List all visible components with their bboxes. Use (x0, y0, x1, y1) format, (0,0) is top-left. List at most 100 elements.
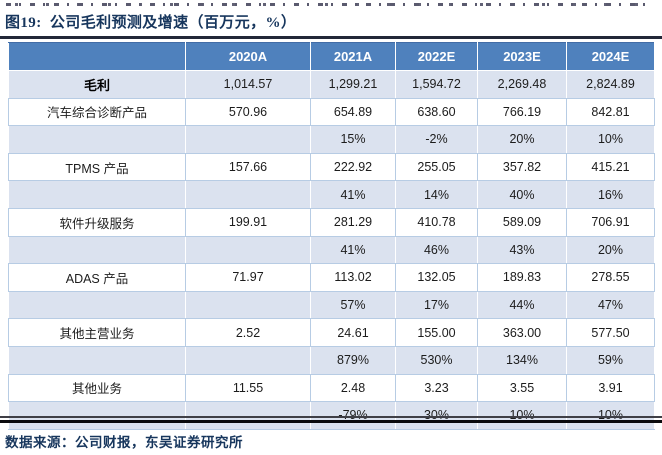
cell-value: 41% (310, 180, 396, 209)
cell-value: 14% (395, 180, 478, 209)
column-header-2020a: 2020A (185, 42, 311, 71)
cell-value: 11.55 (185, 373, 311, 403)
table-row: 41% 14% 40% 16% (8, 180, 655, 209)
figure-title: 图19: 公司毛利预测及增速（百万元，%） (5, 15, 297, 31)
cell-value: -2% (395, 125, 478, 154)
column-header-2022e: 2022E (395, 42, 478, 71)
table-row: 其他主营业务 2.52 24.61 155.00 363.00 577.50 (8, 318, 655, 347)
row-label: ADAS 产品 (8, 263, 186, 292)
table-top-rule (0, 36, 662, 39)
table-row: 汽车综合诊断产品 570.96 654.89 638.60 766.19 842.81 (8, 97, 655, 127)
cell-value: 638.60 (395, 97, 478, 127)
cell-value: 3.91 (566, 373, 655, 403)
table-bottom-rule-thick (0, 420, 662, 423)
table-body: 毛利 1,014.57 1,299.21 1,594.72 2,269.48 2,824.… (8, 70, 655, 430)
table-row: 软件升级服务 199.91 281.29 410.78 589.09 706.91 (8, 207, 655, 237)
row-label: 毛利 (8, 70, 186, 99)
cell-value (185, 290, 311, 320)
cell-value (185, 401, 311, 430)
cell-value: 17% (395, 290, 478, 320)
row-label: 汽车综合诊断产品 (8, 97, 186, 127)
row-label: 软件升级服务 (8, 207, 186, 237)
cell-value: 363.00 (477, 318, 567, 347)
row-label: 其他业务 (8, 373, 186, 403)
cell-value: 24.61 (310, 318, 396, 347)
cell-value: 134% (477, 345, 567, 375)
cell-value: 577.50 (566, 318, 655, 347)
cell-value: 357.82 (477, 152, 567, 182)
table-row: 879% 530% 134% 59% (8, 345, 655, 375)
table-row: ADAS 产品 71.97 113.02 132.05 189.83 278.55 (8, 263, 655, 292)
cell-value: -79% (310, 401, 396, 430)
cell-value: 281.29 (310, 207, 396, 237)
cell-value: 46% (395, 235, 478, 265)
cell-value: 842.81 (566, 97, 655, 127)
cell-value: 47% (566, 290, 655, 320)
cell-value: 30% (395, 401, 478, 430)
cell-value: 706.91 (566, 207, 655, 237)
cell-value: 71.97 (185, 263, 311, 292)
row-label (8, 401, 186, 430)
cell-value: 189.83 (477, 263, 567, 292)
cell-value (185, 125, 311, 154)
cell-value: 40% (477, 180, 567, 209)
row-label (8, 235, 186, 265)
column-header-2023e: 2023E (477, 42, 567, 71)
cell-value: 155.00 (395, 318, 478, 347)
cell-value: 1,299.21 (310, 70, 396, 99)
cell-value: 222.92 (310, 152, 396, 182)
cell-value: 10% (566, 125, 655, 154)
row-label: 其他主营业务 (8, 318, 186, 347)
cell-value: 10% (566, 401, 655, 430)
cell-value: 2,824.89 (566, 70, 655, 99)
cell-value: 16% (566, 180, 655, 209)
table-row: 15% -2% 20% 10% (8, 125, 655, 154)
cell-value (185, 235, 311, 265)
cell-value: 3.23 (395, 373, 478, 403)
cell-value: 10% (477, 401, 567, 430)
cell-value: 255.05 (395, 152, 478, 182)
cell-value: 59% (566, 345, 655, 375)
cell-value: 2,269.48 (477, 70, 567, 99)
cell-value: 43% (477, 235, 567, 265)
cell-value: 20% (566, 235, 655, 265)
cell-value: 15% (310, 125, 396, 154)
table-row: -79%30%10%10% (8, 401, 655, 430)
cell-value: 57% (310, 290, 396, 320)
table-row: 41% 46% 43% 20% (8, 235, 655, 265)
cell-value: 1,594.72 (395, 70, 478, 99)
row-label (8, 125, 186, 154)
column-header-2021a: 2021A (310, 42, 396, 71)
cell-value: 530% (395, 345, 478, 375)
table-row: 毛利 1,014.57 1,299.21 1,594.72 2,269.48 2,824.… (8, 70, 655, 99)
cell-value: 570.96 (185, 97, 311, 127)
row-label (8, 345, 186, 375)
cell-value: 589.09 (477, 207, 567, 237)
cell-value (185, 180, 311, 209)
cell-value: 415.21 (566, 152, 655, 182)
column-header-2024e: 2024E (566, 42, 655, 71)
row-label (8, 290, 186, 320)
cell-value: 157.66 (185, 152, 311, 182)
cell-value: 654.89 (310, 97, 396, 127)
gross-profit-forecast-table: 2020A 2021A 2022E 2023E 2024E 毛利 1,014.57… (8, 42, 655, 430)
cell-value (185, 345, 311, 375)
table-header-row: 2020A 2021A 2022E 2023E 2024E (8, 42, 655, 71)
cell-value: 199.91 (185, 207, 311, 237)
cell-value: 2.48 (310, 373, 396, 403)
row-label: TPMS 产品 (8, 152, 186, 182)
cell-value: 20% (477, 125, 567, 154)
column-header-empty (8, 42, 186, 71)
data-source-note: 数据来源：公司财报，东吴证券研究所 (5, 435, 243, 450)
table-row: 其他业务 11.55 2.48 3.23 3.55 3.91 (8, 373, 655, 403)
cell-value: 44% (477, 290, 567, 320)
cell-value: 41% (310, 235, 396, 265)
cell-value: 1,014.57 (185, 70, 311, 99)
row-label (8, 180, 186, 209)
table-row: TPMS 产品 157.66 222.92 255.05 357.82 415.21 (8, 152, 655, 182)
table-bottom-rule-thin (0, 416, 662, 418)
cell-value: 879% (310, 345, 396, 375)
table-row: 57% 17% 44% 47% (8, 290, 655, 320)
cell-value: 766.19 (477, 97, 567, 127)
